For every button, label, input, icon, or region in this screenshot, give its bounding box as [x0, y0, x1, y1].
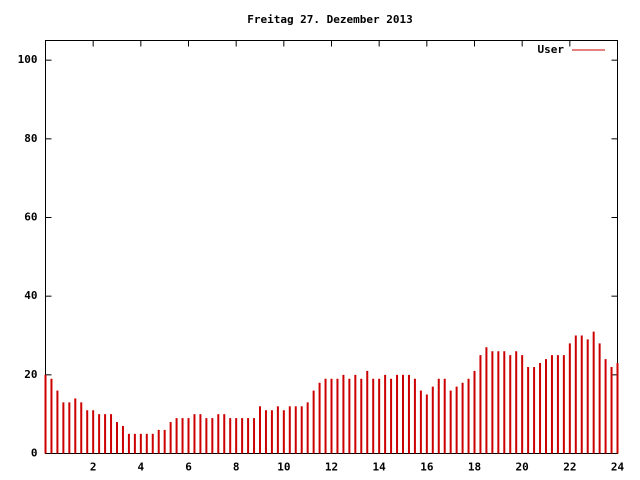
y-tick-label: 0: [31, 447, 38, 460]
x-tick-label: 4: [138, 461, 145, 474]
x-tick-label: 22: [563, 461, 576, 474]
x-tick-label: 6: [185, 461, 192, 474]
x-tick-label: 24: [611, 461, 625, 474]
chart-title: Freitag 27. Dezember 2013: [247, 13, 413, 26]
x-tick-label: 12: [325, 461, 338, 474]
x-tick-label: 18: [468, 461, 481, 474]
y-tick-label: 20: [24, 368, 37, 381]
x-tick-label: 20: [516, 461, 529, 474]
y-tick-label: 40: [24, 289, 37, 302]
legend-label: User: [538, 43, 565, 56]
x-tick-label: 16: [420, 461, 434, 474]
x-tick-label: 10: [277, 461, 290, 474]
y-tick-label: 80: [24, 132, 37, 145]
y-tick-label: 100: [18, 53, 38, 66]
x-tick-label: 8: [233, 461, 240, 474]
y-tick-label: 60: [24, 211, 37, 224]
x-tick-label: 2: [90, 461, 97, 474]
x-tick-label: 14: [373, 461, 387, 474]
